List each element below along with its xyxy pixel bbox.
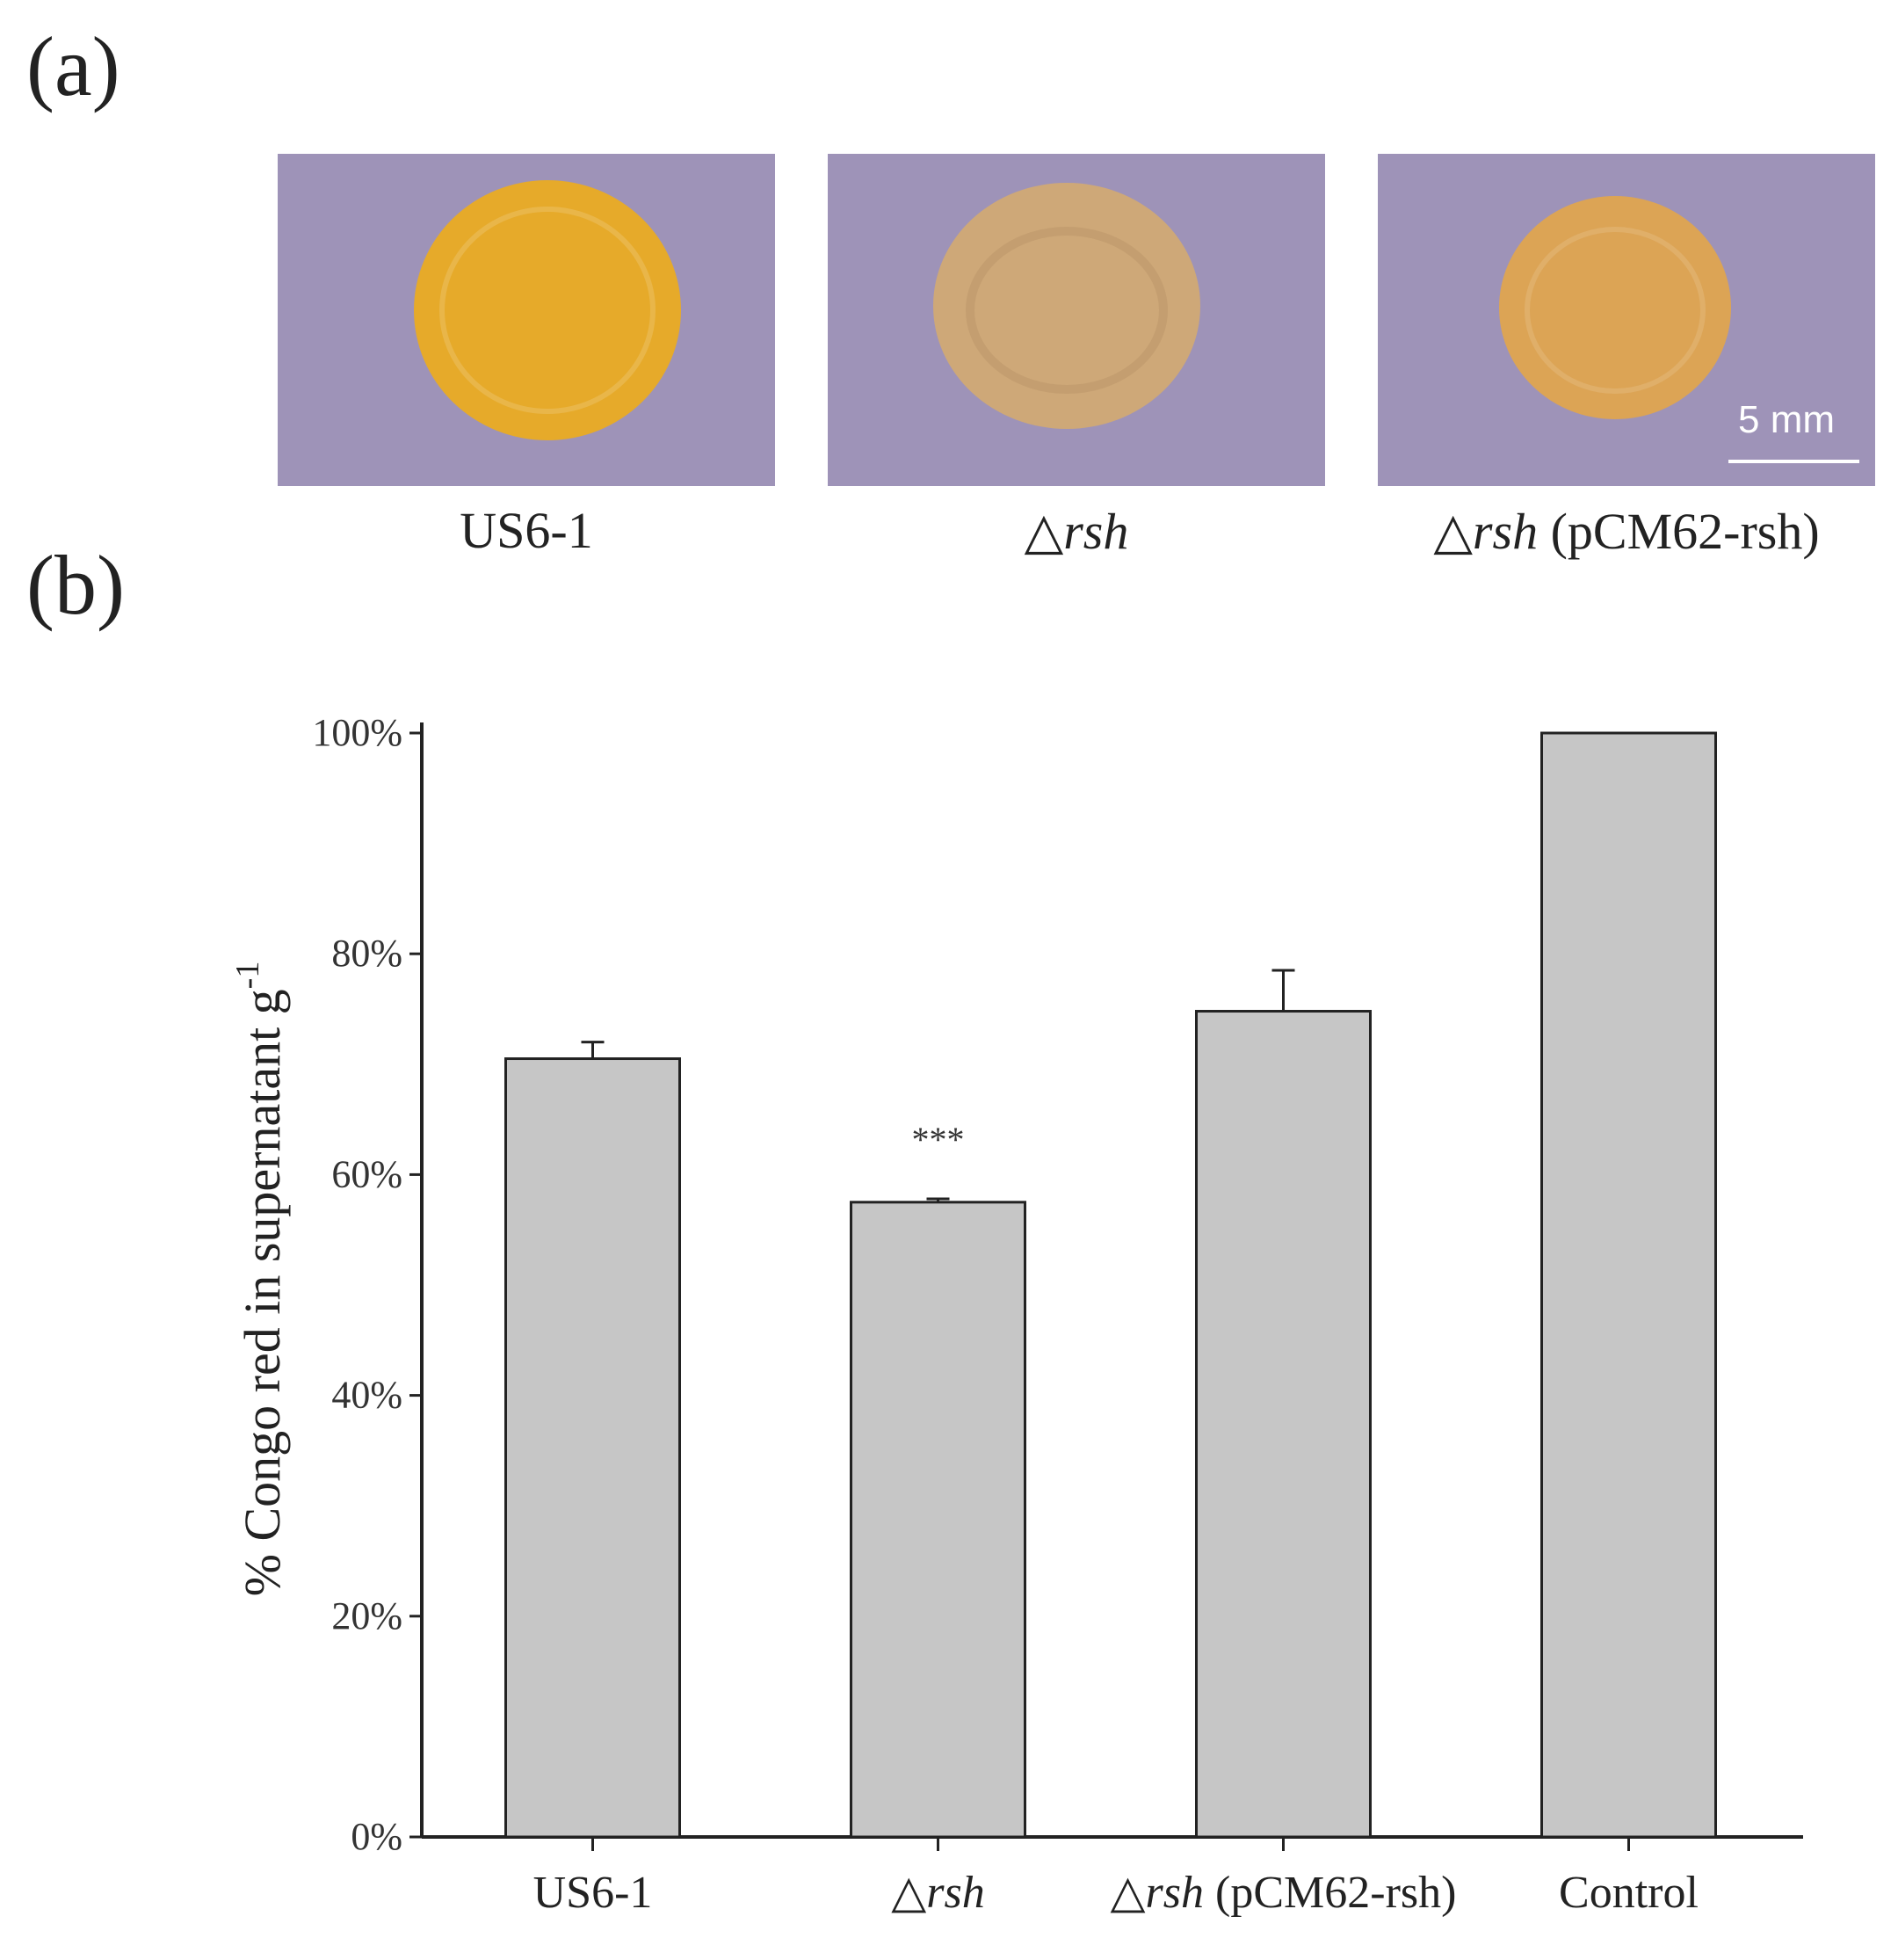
photo-caption-2: △rsh — [813, 501, 1340, 561]
bar — [1195, 1010, 1372, 1839]
photo-caption-3-suffix: (pCM62-rsh) — [1538, 503, 1820, 560]
x-tick-label-italic: rsh — [926, 1868, 984, 1918]
x-tick-label-suffix: (pCM62-rsh) — [1204, 1868, 1456, 1918]
scale-bar-label: 5 mm — [1738, 398, 1835, 441]
photo-caption-1: US6-1 — [263, 501, 790, 560]
x-tick-label-prefix: US6-1 — [533, 1868, 653, 1918]
panel-a-label: (a) — [26, 19, 120, 113]
y-tick-label: 40% — [331, 1374, 402, 1417]
y-axis-label: % Congo red in supernatant g-1 — [229, 962, 291, 1597]
photo-caption-3-main: △ — [1433, 503, 1473, 560]
colony-photo-delta-rsh-complemented — [1378, 154, 1875, 486]
x-tick-label-prefix: △ — [891, 1868, 926, 1918]
x-tick-label: △rsh — [891, 1868, 984, 1918]
photo-caption-3: △rsh (pCM62-rsh) — [1363, 501, 1890, 561]
panel-b-label: (b) — [26, 538, 125, 632]
x-tick-label: Control — [1559, 1868, 1699, 1918]
photo-caption-2-main: △ — [1024, 503, 1064, 560]
y-tick-label: 80% — [331, 932, 402, 975]
y-tick-label: 20% — [331, 1594, 402, 1637]
bar — [504, 1057, 681, 1839]
bar — [1540, 731, 1717, 1839]
x-tick-label: △rsh (pCM62-rsh) — [1111, 1868, 1457, 1918]
colony-photo-us6-1 — [278, 154, 775, 486]
y-tick-label: 100% — [312, 711, 402, 754]
y-tick-label: 60% — [331, 1152, 402, 1195]
y-tick-label: 0% — [351, 1815, 402, 1858]
x-tick-label: US6-1 — [533, 1868, 653, 1918]
photo-caption-2-italic: rsh — [1063, 503, 1129, 560]
x-tick-label-prefix: Control — [1559, 1868, 1699, 1918]
y-axis-label-superscript: -1 — [229, 962, 266, 990]
scale-bar — [1728, 460, 1859, 463]
x-tick-label-italic: rsh — [1146, 1868, 1204, 1918]
photo-caption-1-main: US6-1 — [460, 502, 593, 559]
x-tick-label-prefix: △ — [1111, 1868, 1146, 1918]
colony-photo-delta-rsh — [828, 154, 1325, 486]
bar — [850, 1201, 1026, 1839]
significance-marker: *** — [912, 1120, 965, 1159]
photo-caption-3-italic: rsh — [1472, 503, 1539, 560]
